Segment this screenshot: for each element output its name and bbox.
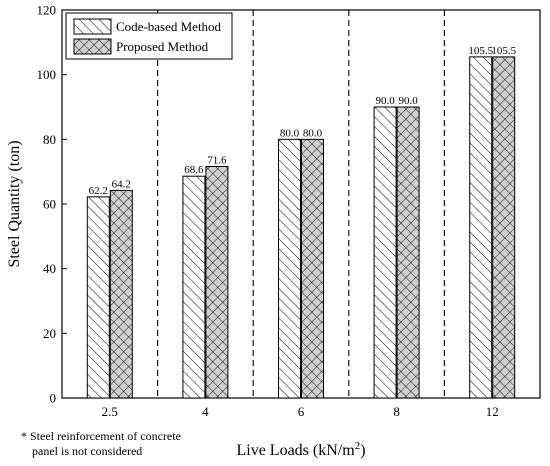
data-label: 64.2 [112,178,131,190]
data-label: 105.5 [468,45,493,57]
group-separators [157,10,445,398]
y-tick-label: 20 [43,326,56,341]
x-tick-label: 12 [486,404,499,419]
data-label: 80.0 [303,127,323,139]
legend-label-proposed: Proposed Method [116,39,209,54]
y-axis: 0 20 40 60 80 100 120 [37,3,67,406]
bar-proposed [492,56,516,399]
legend-swatch-proposed [73,38,112,55]
footnote-line-2: panel is not considered [32,444,142,458]
footnote-line-1: * Steel reinforcement of concrete [21,429,181,443]
bar-proposed [301,138,324,399]
bars [86,56,516,399]
data-labels: 62.2 64.2 68.671.6 80.0 80.0 90.0 90.0 105.5105… [89,45,517,197]
y-tick-label: 40 [43,261,56,276]
bar-proposed [109,189,133,399]
y-tick-label: 80 [43,132,56,147]
data-label: 71.6 [207,154,227,166]
legend-swatch-code-based [73,18,112,35]
bar-code-based [182,175,206,399]
legend: Code-based Method Proposed Method [65,12,233,60]
x-axis-title: Live Loads (kN/m2) [236,440,365,459]
data-label: 90.0 [398,95,418,107]
data-label: 62.2 [89,185,108,197]
x-tick-label: 4 [202,404,209,419]
bar-code-based [373,106,397,399]
y-tick-label: 60 [43,197,56,212]
y-axis-title: Steel Quantity (ton) [6,140,23,267]
y-tick-label: 0 [50,391,57,406]
data-label: 68.6 [184,164,204,176]
bar-code-based [469,56,493,399]
bar-proposed [205,165,229,399]
x-tick-label: 6 [298,404,305,419]
x-tick-label: 2.5 [102,404,118,419]
bar-code-based [278,138,301,399]
data-label: 80.0 [280,127,300,139]
data-label: 105.5 [491,45,516,57]
data-label: 90.0 [375,95,395,107]
y-tick-label: 120 [37,3,57,18]
x-tick-label: 8 [393,404,400,419]
y-tick-label: 100 [37,67,57,82]
legend-label-code-based: Code-based Method [116,19,222,34]
bar-code-based [86,196,110,399]
bar-proposed [396,106,420,399]
